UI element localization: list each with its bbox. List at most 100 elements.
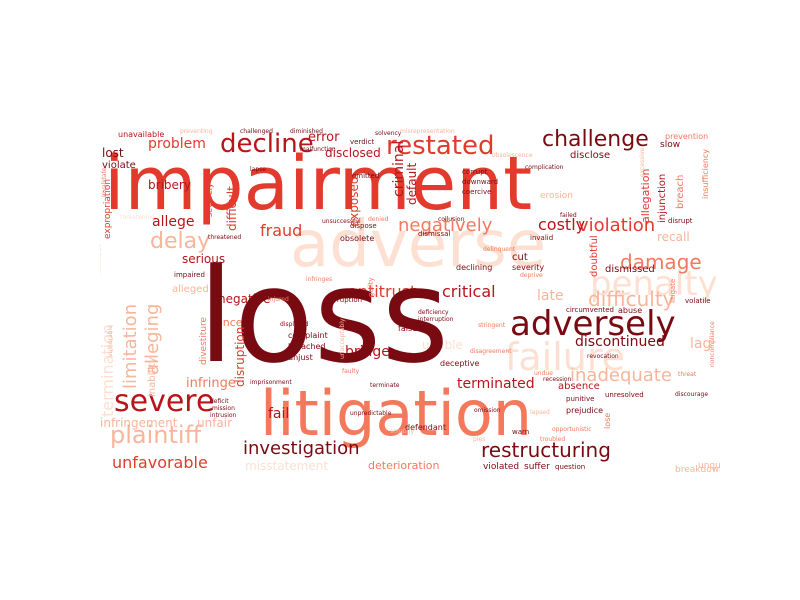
word-impaired: impaired [174, 271, 205, 279]
word-ples: ples [473, 436, 486, 443]
word-challenge: challenge [542, 127, 649, 152]
word-injured: injured [268, 296, 289, 303]
word-severely: severely [205, 183, 214, 217]
word-noncompliance: noncompliance [709, 321, 716, 367]
word-difficult: difficult [225, 186, 239, 231]
word-terminate: terminate [370, 382, 400, 389]
word-infringe: infringe [186, 376, 236, 391]
word-breached: breached [288, 342, 326, 351]
word-guilty: guilty [367, 277, 375, 297]
word-corruption: corruption [326, 296, 363, 304]
word-litigation: litigation [260, 377, 533, 450]
word-delay: delay [150, 229, 211, 254]
word-fraud: fraud [260, 221, 303, 240]
word-antitrust: antitrust [348, 282, 417, 301]
word-threat: threat [678, 371, 697, 378]
word-malicious: malicious [100, 243, 103, 277]
word-invalid: invalid [530, 234, 554, 242]
word-terminated: terminated [457, 376, 535, 392]
word-late: late [537, 288, 564, 304]
word-complication: complication [525, 164, 564, 171]
word-exposed: exposed [347, 176, 361, 227]
word-abuse: abuse [618, 306, 643, 315]
word-disclose: disclose [570, 150, 611, 161]
word-misrepresentation: misrepresentation [400, 128, 455, 135]
word-disruption: disruption [233, 326, 247, 387]
word-excessive: excessive [639, 147, 646, 177]
word-unpredictable: unpredictable [350, 410, 392, 417]
word-unsuccessful: unsuccessful [322, 218, 361, 225]
word-erosion: erosion [540, 191, 573, 201]
word-penalty: penalty [590, 264, 718, 304]
word-lapsed: lapsed [530, 409, 550, 416]
word-deficit: deficit [210, 398, 229, 405]
word-malfunction: malfunction [300, 146, 336, 153]
word-downward: downward [462, 178, 499, 186]
word-loss: loss [198, 240, 450, 392]
word-deceptive: deceptive [440, 359, 480, 368]
word-discontinued: discontinued [575, 334, 665, 350]
word-complaint: complaint [288, 331, 328, 340]
word-unresolved: unresolved [605, 391, 644, 399]
word-preventing: preventing [180, 128, 213, 135]
word-corrupt: corrupt [462, 168, 488, 176]
word-divestiture: divestiture [199, 316, 209, 365]
word-discourage: discourage [675, 391, 709, 398]
word-dismissed: dismissed [605, 264, 655, 275]
word-verdict: verdict [350, 138, 375, 146]
word-adversely: adversely [510, 304, 676, 344]
word-violation: violation [578, 215, 656, 236]
word-mission: mission [212, 405, 235, 412]
word-collusion: collusion [438, 216, 465, 223]
word-decline: decline [220, 129, 314, 159]
word-severity: severity [512, 263, 545, 272]
word-deficiency: deficiency [418, 309, 449, 316]
word-obsolete: obsolete [340, 234, 375, 243]
word-circumvented: circumvented [566, 306, 615, 314]
word-plaintiff: plaintiff [110, 421, 202, 449]
word-unfavorable: unfavorable [112, 453, 208, 472]
word-coercive: coercive [462, 188, 492, 196]
word-doubtful: doubtful [589, 235, 600, 277]
word-volatile: volatile [685, 297, 711, 305]
word-difficulty: difficulty [588, 287, 675, 311]
word-deterioration: deterioration [368, 459, 440, 472]
word-omitted: omitted [352, 172, 380, 180]
word-criminal: criminal [391, 140, 407, 197]
word-unavailable: unavailable [118, 130, 165, 139]
word-infringes: infringes [306, 276, 333, 283]
word-insufficiency: insufficiency [701, 148, 710, 199]
word-unjust: unjust [288, 353, 313, 362]
word-threatened: threatened [208, 234, 242, 241]
word-invalidate: invalidate [101, 167, 108, 197]
word-unfair: unfair [197, 416, 233, 430]
word-unacceptably: unacceptably [339, 318, 346, 359]
word-dismissal: dismissal [418, 230, 451, 238]
word-revocation: revocation [587, 353, 619, 360]
word-violated: violated [483, 462, 520, 472]
word-inability: inability [147, 357, 158, 397]
word-failed: failed [560, 212, 577, 219]
word-default: default [405, 162, 419, 205]
word-serious: serious [182, 252, 226, 266]
word-faulty: faulty [342, 368, 360, 375]
word-scrutiny: scrutiny [390, 428, 415, 435]
word-slow: slow [660, 140, 681, 150]
word-bribery: bribery [148, 178, 191, 192]
word-negatively: negatively [398, 215, 493, 236]
word-lose: lose [603, 412, 612, 429]
word-omission: omission [474, 407, 501, 414]
word-alleged: alleged [172, 284, 209, 295]
word-recall: recall [657, 230, 690, 244]
word-fail: fail [268, 406, 290, 422]
word-imprisonment: imprisonment [250, 379, 292, 386]
word-false: false [398, 324, 418, 333]
word-troubled: troubled [540, 436, 566, 443]
word-challenged: challenged [240, 128, 273, 135]
word-unable: unable [422, 338, 463, 352]
word-breakdown: breakdown [675, 465, 720, 475]
word-critical: critical [442, 282, 496, 301]
word-deprive: deprive [520, 272, 543, 279]
word-dispose: dispose [350, 222, 377, 230]
word-breach: breach [675, 174, 686, 209]
